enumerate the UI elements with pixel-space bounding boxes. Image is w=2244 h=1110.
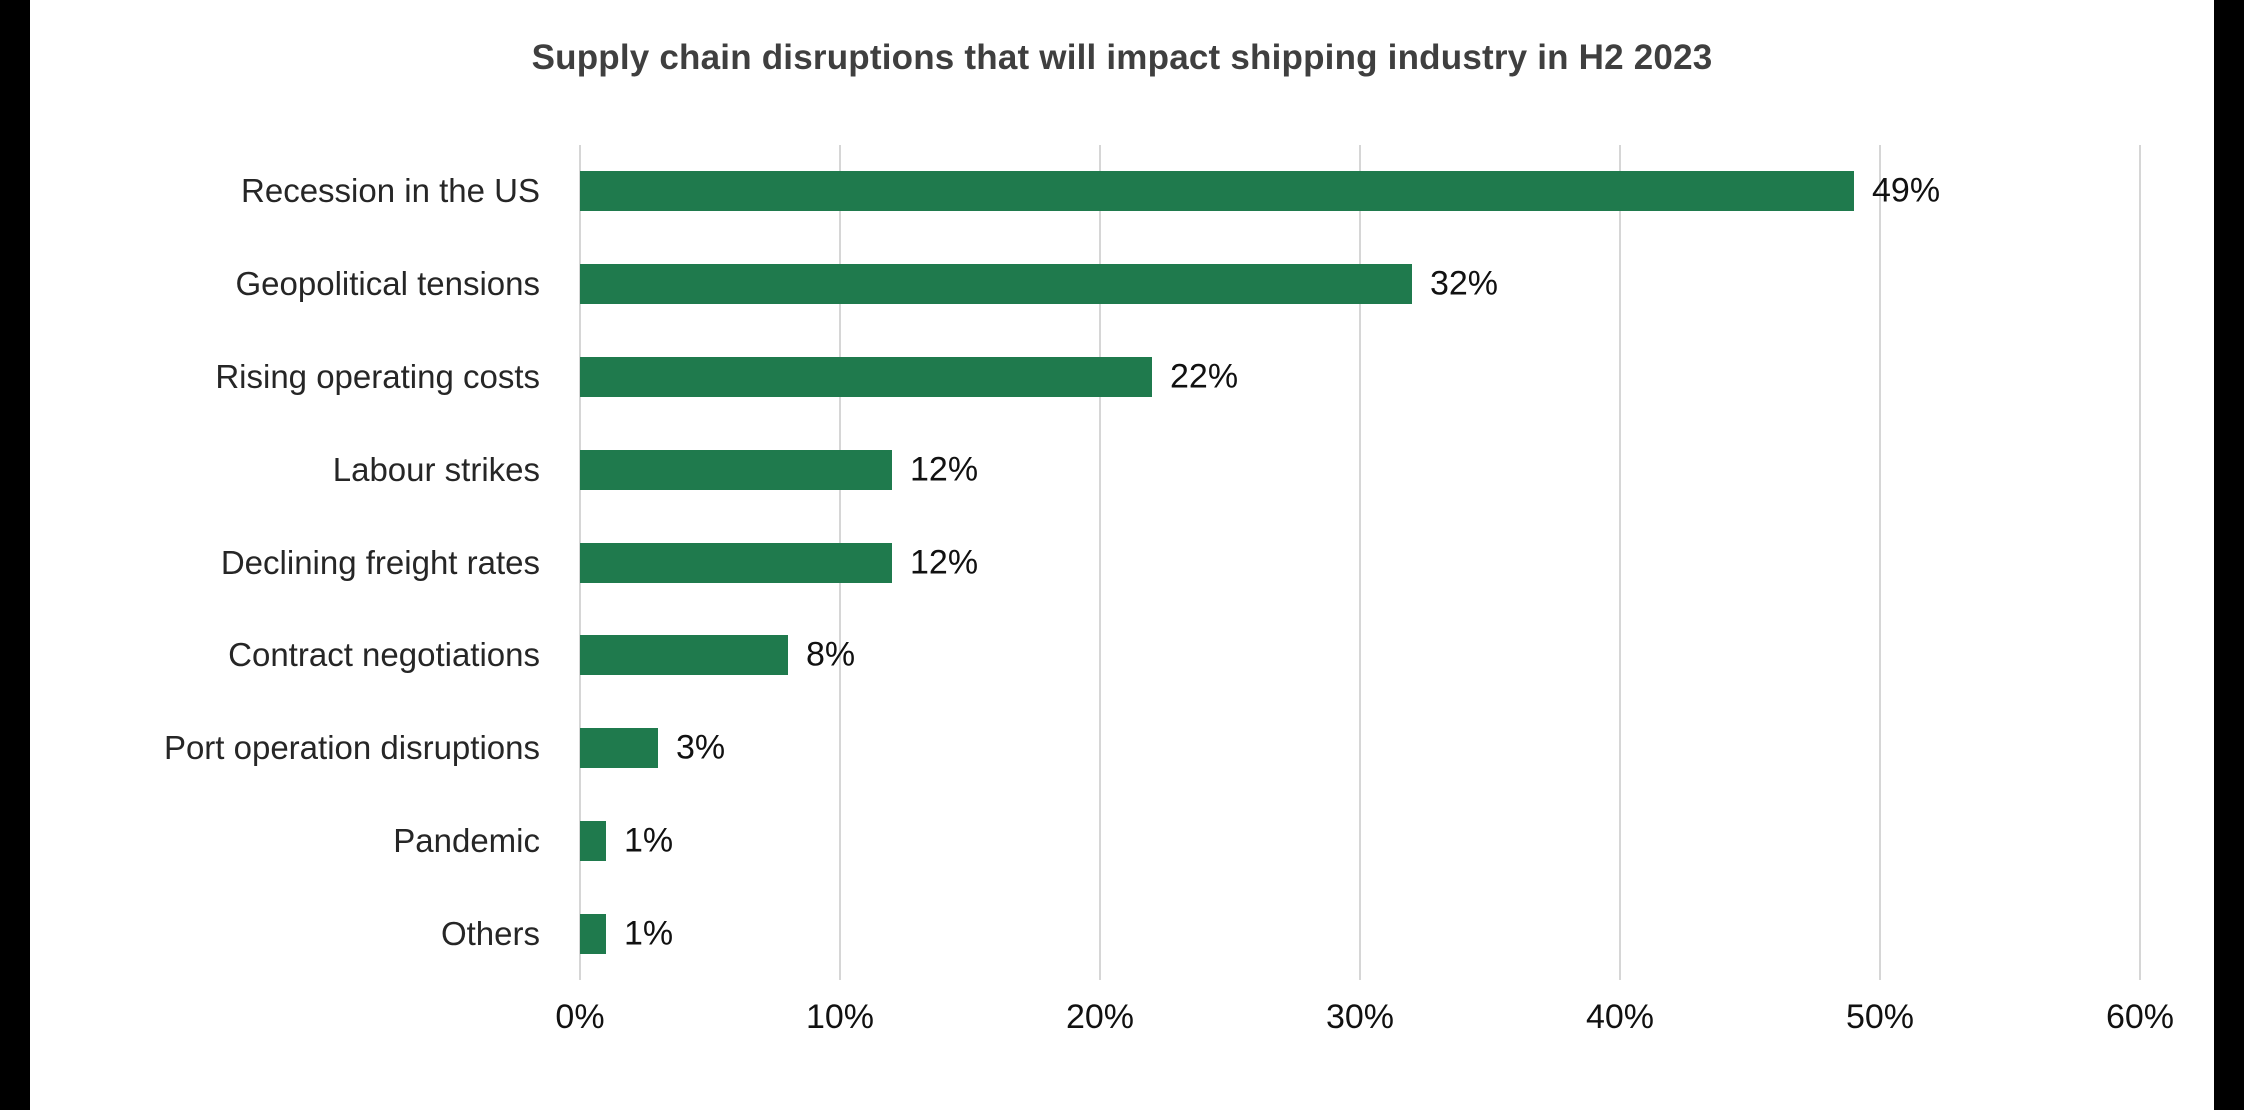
bar-rows: Recession in the US 49% Geopolitical tensi… [40, 145, 2140, 980]
category-label: Port operation disruptions [163, 729, 540, 767]
bar [580, 356, 1152, 397]
category-label: Labour strikes [332, 450, 540, 488]
bar-row: Contract negotiations 8% [40, 609, 2140, 702]
value-label: 3% [676, 728, 726, 767]
bar [580, 728, 658, 769]
category-label: Pandemic [393, 821, 540, 859]
category-label: Declining freight rates [220, 543, 540, 581]
gridline-20% [1098, 145, 1101, 980]
bar-row: Geopolitical tensions 32% [40, 238, 2140, 331]
value-label: 12% [910, 450, 979, 489]
value-label: 1% [624, 821, 674, 860]
bar-track: 22% [580, 331, 2140, 424]
bar-row: Rising operating costs 22% [40, 331, 2140, 424]
category-label: Recession in the US [241, 172, 540, 210]
x-tick-label: 30% [1325, 998, 1395, 1036]
bar-row: Recession in the US 49% [40, 145, 2140, 238]
gridline-40% [1618, 145, 1621, 980]
value-label: 1% [624, 914, 674, 953]
bar-track: 3% [580, 702, 2140, 795]
value-label: 8% [805, 635, 856, 674]
bar-track: 49% [580, 145, 2140, 238]
value-label: 12% [910, 543, 979, 582]
bar-track: 12% [580, 516, 2140, 609]
bar [580, 913, 606, 954]
value-label: 49% [1872, 171, 1941, 210]
value-label: 32% [1429, 264, 1499, 303]
chart-title: Supply chain disruptions that will impac… [531, 38, 1713, 77]
x-tick-label: 60% [2105, 998, 2175, 1036]
bar [580, 171, 1854, 212]
gridline-60% [2139, 145, 2141, 980]
bar-track: 1% [580, 794, 2140, 887]
bar-track: 32% [580, 238, 2140, 331]
bar-track: 1% [580, 887, 2140, 980]
left-edge-bar [0, 0, 30, 1110]
bar-row: Declining freight rates 12% [40, 516, 2140, 609]
x-axis: 0% 10% 20% 30% 40% 50% 60% [555, 998, 2174, 1048]
bar-track: 12% [580, 423, 2140, 516]
bar [580, 264, 1412, 305]
bar-row: Labour strikes 12% [40, 423, 2140, 516]
x-tick-label: 0% [555, 998, 605, 1036]
value-label: 22% [1170, 357, 1239, 396]
bar-row: Pandemic 1% [40, 794, 2140, 887]
bar [580, 449, 892, 490]
x-tick-label: 40% [1585, 998, 1655, 1036]
category-label: Others [440, 914, 540, 952]
x-tick-label: 10% [805, 998, 875, 1036]
right-edge-bar [2214, 0, 2244, 1110]
bar-row: Others 1% [40, 887, 2140, 980]
bar [580, 635, 788, 676]
bar-track: 8% [580, 609, 2140, 702]
gridline-50% [1879, 145, 1881, 980]
bar [580, 820, 606, 861]
x-tick-label: 20% [1065, 998, 1135, 1036]
category-label: Geopolitical tensions [235, 265, 540, 303]
category-label: Contract negotiations [228, 636, 540, 674]
bar-row: Port operation disruptions 3% [40, 702, 2140, 795]
x-tick-label: 50% [1845, 998, 1915, 1036]
bar [580, 542, 892, 583]
gridline-30% [1359, 145, 1361, 980]
category-label: Rising operating costs [215, 357, 540, 395]
